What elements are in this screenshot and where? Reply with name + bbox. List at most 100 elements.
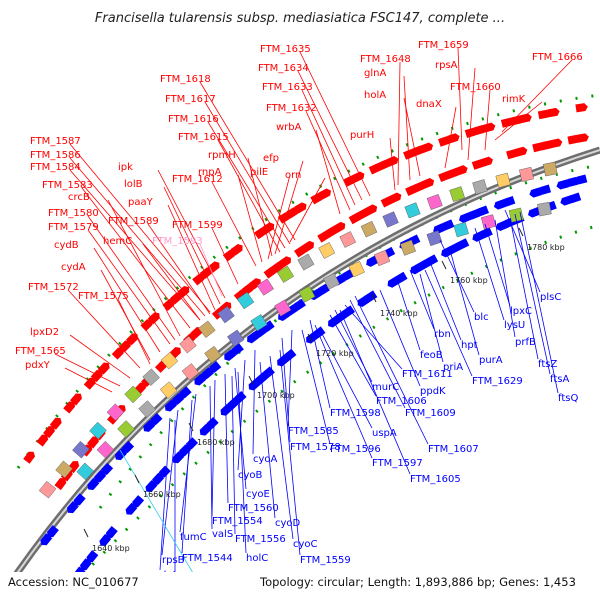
forward-leader-line bbox=[147, 223, 211, 315]
cog-block bbox=[117, 420, 135, 438]
gene-arrow bbox=[294, 202, 307, 214]
reverse-gene-label: ftsZ bbox=[538, 359, 557, 370]
forward-leader-line bbox=[142, 243, 201, 321]
gene-arrow bbox=[46, 525, 59, 538]
reverse-leader-line bbox=[484, 223, 511, 307]
reverse-gene-label: FTM_1597 bbox=[372, 458, 423, 469]
gene-arrow bbox=[263, 266, 276, 279]
reverse-gene-label: cyoD bbox=[275, 518, 301, 529]
forward-leader-line bbox=[207, 121, 286, 249]
cog-block bbox=[138, 400, 156, 418]
gene-arrow bbox=[368, 163, 382, 175]
kbp-tick-mark bbox=[188, 422, 194, 432]
forward-leader-line bbox=[81, 187, 191, 329]
reverse-leader-line bbox=[287, 329, 293, 427]
gene-arrow bbox=[342, 305, 355, 318]
reverse-leader-line bbox=[269, 355, 294, 540]
reverse-leader-line bbox=[224, 373, 229, 504]
forward-leader-line bbox=[389, 137, 396, 191]
cog-block bbox=[89, 421, 107, 440]
gene-arrow bbox=[111, 347, 124, 360]
reverse-gene-label: FTM_1605 bbox=[410, 474, 461, 485]
forward-gene-label: wrbA bbox=[276, 122, 302, 133]
kbp-tick-mark bbox=[248, 375, 254, 385]
gene-arrow bbox=[377, 159, 390, 171]
reverse-leader-line bbox=[509, 217, 539, 360]
forward-gene-label: FTM_1659 bbox=[418, 40, 469, 51]
reverse-gene-label: FTM_1606 bbox=[376, 396, 427, 407]
cog-block bbox=[297, 253, 315, 271]
forward-leader-line bbox=[69, 143, 211, 313]
reverse-gene-label: rpsB bbox=[162, 555, 185, 566]
gene-arrow bbox=[179, 386, 192, 399]
gene-arrow bbox=[271, 261, 284, 274]
forward-leader-line bbox=[64, 367, 113, 393]
gene-arrow bbox=[154, 360, 167, 373]
gene-arrow bbox=[118, 340, 131, 353]
reverse-gene-label: FTM_1611 bbox=[402, 369, 453, 380]
forward-leader-line bbox=[267, 174, 291, 260]
gene-arrow bbox=[480, 156, 493, 168]
forward-leader-line bbox=[211, 181, 257, 267]
forward-leader-line bbox=[484, 89, 491, 151]
gene-arrow bbox=[519, 113, 532, 124]
forward-gene-label: FTM_1634 bbox=[258, 63, 309, 74]
gene-arrow bbox=[388, 192, 402, 204]
kbp-tick-mark bbox=[441, 260, 447, 270]
gene-arrow bbox=[293, 298, 306, 311]
gene-arrow bbox=[86, 550, 99, 563]
map-title: Francisella tularensis subsp. mediasiati… bbox=[95, 11, 505, 26]
gene-arrow bbox=[209, 361, 222, 373]
reverse-leader-line bbox=[237, 359, 246, 471]
forward-gene-label: glnA bbox=[364, 68, 386, 79]
cog-block bbox=[339, 231, 357, 248]
forward-leader-line bbox=[107, 199, 181, 337]
gene-arrow bbox=[365, 290, 378, 303]
gene-arrow bbox=[36, 434, 49, 447]
reverse-leader-line bbox=[314, 324, 373, 459]
highlight-leader-line bbox=[199, 243, 223, 297]
topology-text: Topology: circular; Length: 1,893,886 bp… bbox=[259, 575, 576, 589]
highlight-gene-label: FTM_1593 bbox=[152, 236, 203, 247]
forward-gene-label: rpmH bbox=[208, 150, 236, 161]
gene-arrow bbox=[190, 326, 203, 339]
forward-leader-line bbox=[403, 97, 421, 177]
forward-leader-line bbox=[247, 157, 273, 257]
forward-leader-line bbox=[274, 160, 304, 255]
cog-block bbox=[204, 345, 222, 364]
cog-block bbox=[449, 186, 466, 202]
reverse-gene-label: holC bbox=[246, 553, 268, 564]
reverse-gene-label: FTM_1556 bbox=[235, 534, 286, 545]
gene-arrow bbox=[230, 244, 243, 256]
kbp-tick-label: 1640 kbp bbox=[92, 544, 130, 553]
forward-gene-label: ipk bbox=[118, 162, 133, 173]
kbp-tick-mark bbox=[307, 333, 313, 343]
cog-block bbox=[250, 314, 268, 332]
forward-gene-label: holA bbox=[364, 90, 386, 101]
reverse-leader-line bbox=[161, 409, 179, 556]
gene-arrow bbox=[126, 333, 139, 346]
gene-arrow bbox=[395, 271, 408, 284]
kbp-tick-label: 1720 kbp bbox=[316, 349, 354, 358]
gene-arrow bbox=[464, 127, 478, 138]
forward-gene-label: FTM_1632 bbox=[266, 103, 317, 114]
reverse-leader-line bbox=[279, 349, 301, 556]
gene-labels: FTM_1659 FTM_1666 FTM_1635 FTM_1648 rpsA FTM_… bbox=[15, 40, 583, 592]
reverse-leader-line bbox=[424, 269, 473, 377]
forward-gene-label: FTM_1666 bbox=[532, 52, 583, 63]
gene-arrow bbox=[285, 207, 299, 219]
cog-block bbox=[217, 305, 235, 324]
reverse-gene-label: rbn bbox=[434, 329, 451, 340]
forward-leader-line bbox=[117, 298, 151, 365]
cog-block bbox=[404, 202, 421, 219]
forward-gene-label: rnpA bbox=[198, 167, 222, 178]
forward-gene-label: FTM_1580 bbox=[48, 208, 99, 219]
reverse-leader-line bbox=[397, 281, 421, 351]
forward-leader-line bbox=[315, 129, 341, 215]
reverse-gene-label: FTM_1585 bbox=[288, 426, 339, 437]
cog-block bbox=[160, 351, 179, 370]
kbp-ticks: 1640 kbp 1660 kbp 1680 kbp 1700 kbp 1720 kbp… bbox=[83, 227, 565, 553]
forward-leader-line bbox=[501, 59, 573, 133]
forward-gene-label: FTM_1589 bbox=[108, 216, 159, 227]
forward-gene-label: FTM_1565 bbox=[15, 346, 66, 357]
